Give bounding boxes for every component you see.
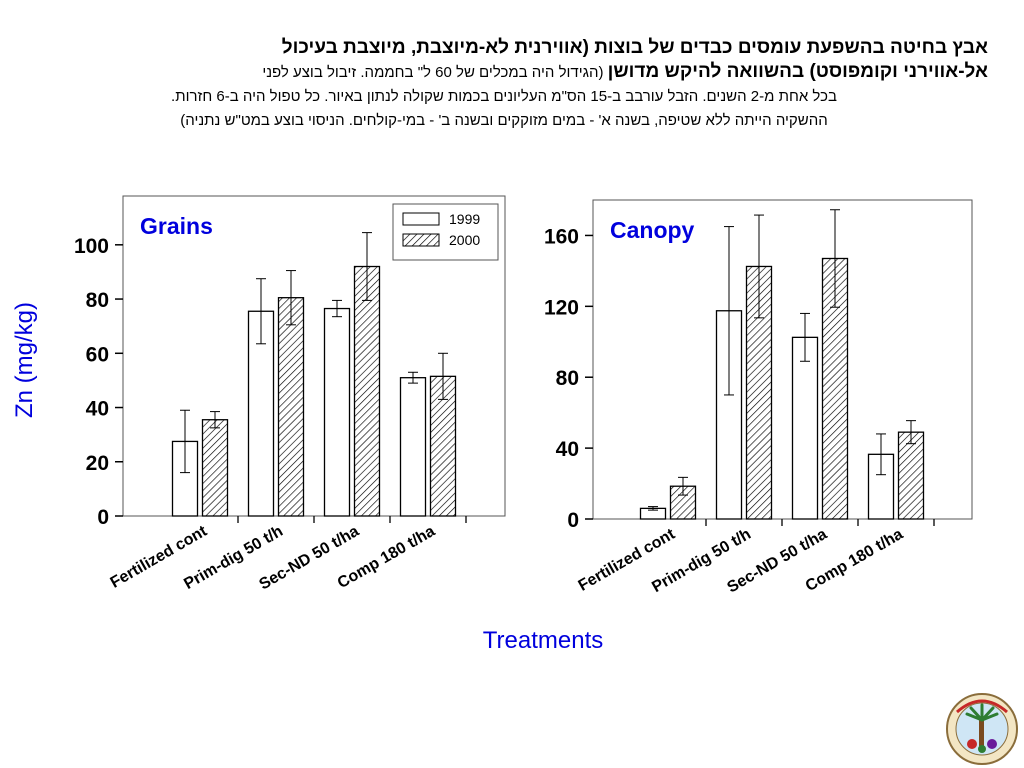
bar-1999	[323, 307, 351, 517]
panel-title: Grains	[140, 213, 213, 239]
y-axis-label: Zn (mg/kg)	[11, 302, 38, 418]
title-line-2: אל-אווירני וקומפוסט) בהשוואה להיקש מדושן…	[20, 60, 988, 85]
bar-2000	[277, 297, 305, 517]
y-tick-label: 0	[97, 506, 109, 529]
legend-swatch-1999	[402, 212, 440, 226]
bar-1999	[791, 336, 819, 520]
title-line-1: אבץ בחיטה בהשפעת עומסים כבדים של בוצות (…	[281, 37, 988, 58]
y-tick-label: 160	[544, 225, 579, 248]
legend-label: 2000	[449, 232, 480, 248]
y-tick-label: 0	[567, 509, 579, 532]
institute-logo-seal	[946, 693, 1018, 765]
title-line-2-bold: אל-אווירני וקומפוסט) בהשוואה להיקש מדושן	[607, 61, 988, 82]
legend: 1999 2000	[392, 203, 499, 261]
y-tick-label: 60	[86, 343, 109, 366]
y-tick-label: 40	[556, 438, 579, 461]
x-axis-label: Treatments	[483, 627, 603, 654]
y-tick-label: 40	[86, 398, 109, 421]
panel-title: Canopy	[610, 217, 695, 243]
legend-label: 1999	[449, 211, 480, 227]
y-tick-label: 120	[544, 296, 579, 319]
bar-2000	[897, 431, 925, 520]
bar-2000	[353, 265, 381, 517]
legend-box	[392, 203, 499, 261]
slide-title: אבץ בחיטה בהשפעת עומסים כבדים של בוצות (…	[20, 36, 988, 133]
title-line-4: ההשקיה הייתה ללא שטיפה, בשנה א' - במים מ…	[180, 112, 828, 129]
title-line-3: בכל אחת מ-2 השנים. הזבל עורבב ב-15 הס"מ …	[171, 88, 837, 105]
y-tick-label: 80	[556, 367, 579, 390]
y-tick-label: 80	[86, 289, 109, 312]
bar-2000	[201, 419, 229, 517]
bar-1999	[399, 377, 427, 517]
title-line-2-normal: (הגידול היה במכלים של 60 ל" בחממה. זיבול…	[262, 64, 608, 81]
y-tick-label: 20	[86, 452, 109, 475]
legend-swatch-2000	[402, 233, 440, 247]
y-tick-label: 100	[74, 235, 109, 258]
